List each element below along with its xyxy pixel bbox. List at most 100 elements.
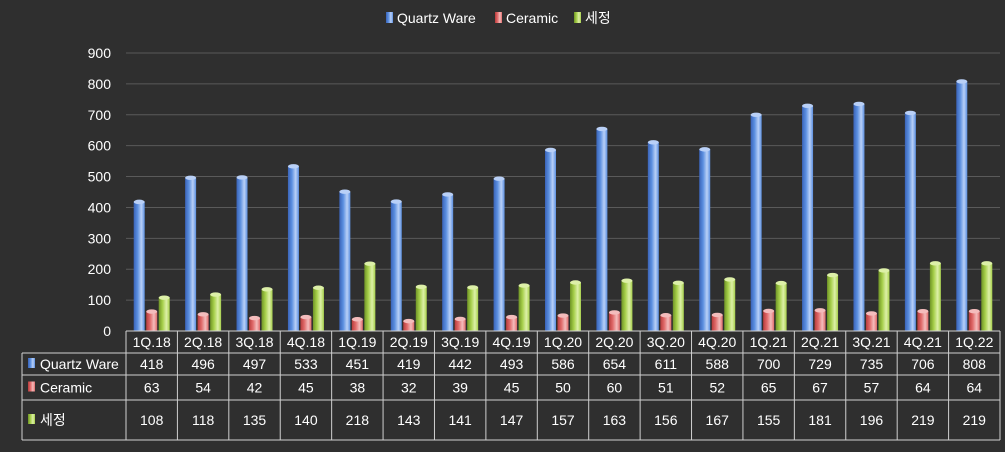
x-tick-label: 3Q.19 <box>441 334 479 350</box>
x-tick-label: 2Q.20 <box>595 334 633 350</box>
bar-ceramic <box>814 308 826 331</box>
table-cell-value: 181 <box>808 412 832 428</box>
table-cell-value: 496 <box>191 356 215 372</box>
bar-ceramic <box>557 313 569 331</box>
bar-series-3 <box>158 295 170 331</box>
table-cell-value: 163 <box>603 412 627 428</box>
bar-ceramic <box>917 309 929 331</box>
bar-quartz-ware <box>904 110 916 332</box>
bar-series-3 <box>312 285 324 331</box>
table-cell-value: 218 <box>346 412 370 428</box>
table-cell-value: 54 <box>195 380 211 396</box>
table-cell-value: 167 <box>706 412 730 428</box>
bar-quartz-ware <box>236 175 248 331</box>
legend-label: Ceramic <box>506 10 558 26</box>
table-cell-value: 39 <box>452 380 468 396</box>
table-cell-value: 67 <box>812 380 828 396</box>
y-tick-label: 200 <box>88 261 112 277</box>
bars <box>133 79 993 332</box>
table-cell-value: 63 <box>144 380 160 396</box>
bar-series-3 <box>364 261 376 331</box>
table-cell-value: 729 <box>808 356 832 372</box>
bar-quartz-ware <box>699 147 711 331</box>
x-tick-label: 2Q.18 <box>184 334 222 350</box>
y-tick-label: 400 <box>88 199 112 215</box>
x-tick-label: 4Q.21 <box>904 334 942 350</box>
table-series-label: 세정 <box>40 412 66 428</box>
table-cell-value: 219 <box>963 412 987 428</box>
table-cell-value: 64 <box>915 380 931 396</box>
bar-quartz-ware <box>596 126 608 331</box>
table-cell-value: 50 <box>555 380 571 396</box>
table-cell-value: 45 <box>504 380 520 396</box>
table-cell-value: 52 <box>709 380 725 396</box>
bar-series-3 <box>467 285 479 331</box>
bar-series-3 <box>827 272 839 331</box>
table-cell-value: 533 <box>294 356 318 372</box>
legend-label: Quartz Ware <box>397 10 476 26</box>
table-cell-value: 135 <box>243 412 267 428</box>
bar-quartz-ware <box>390 199 402 331</box>
bar-series-3 <box>621 278 633 331</box>
y-tick-label: 600 <box>88 138 112 154</box>
table-cell-value: 451 <box>346 356 370 372</box>
legend-label: 세정 <box>585 10 611 26</box>
y-tick-label: 500 <box>88 169 112 185</box>
table-series-label: Quartz Ware <box>40 356 119 372</box>
x-tick-label: 4Q.19 <box>493 334 531 350</box>
table-cell-value: 654 <box>603 356 627 372</box>
data-table: 1Q.18 2Q.18 3Q.18 4Q.18 1Q.19 2Q.19 3Q.19 4Q.19… <box>21 330 1001 441</box>
table-cell-value: 141 <box>448 412 472 428</box>
legend-item-quartz-ware: Quartz Ware <box>386 10 476 26</box>
table-cell-value: 60 <box>607 380 623 396</box>
table-cell-value: 51 <box>658 380 674 396</box>
x-tick-label: 1Q.22 <box>955 334 993 350</box>
table-cell-value: 706 <box>911 356 935 372</box>
table-cell-value: 65 <box>761 380 777 396</box>
bar-series-3 <box>415 284 427 331</box>
bar-series-3 <box>672 280 684 331</box>
legend-swatch <box>574 12 581 23</box>
table-cell-value: 118 <box>192 412 215 428</box>
x-tick-label: 2Q.21 <box>801 334 839 350</box>
table-cell-value: 611 <box>655 356 678 372</box>
x-tick-label: 2Q.19 <box>390 334 428 350</box>
table-cell-value: 497 <box>243 356 267 372</box>
bar-quartz-ware <box>545 147 556 331</box>
table-cell-value: 418 <box>140 356 164 372</box>
table-cell-value: 219 <box>911 412 935 428</box>
bar-quartz-ware <box>647 140 659 331</box>
legend-swatch <box>495 12 502 23</box>
x-tick-label: 4Q.18 <box>287 334 325 350</box>
bar-ceramic <box>968 309 980 331</box>
table-cell-value: 586 <box>551 356 575 372</box>
y-tick-label: 0 <box>103 323 111 339</box>
y-tick-label: 300 <box>88 230 112 246</box>
bar-quartz-ware <box>802 103 814 331</box>
table-cell-value: 38 <box>350 380 366 396</box>
table-cell-value: 32 <box>401 380 417 396</box>
bar-series-3 <box>929 261 941 331</box>
bar-ceramic <box>146 309 158 331</box>
table-legend-key <box>28 414 35 424</box>
y-tick-label: 700 <box>88 107 112 123</box>
table-cell-value: 808 <box>963 356 987 372</box>
bar-ceramic <box>300 314 312 331</box>
legend: Quartz Ware Ceramic 세정 <box>386 10 611 26</box>
table-cell-value: 196 <box>860 412 884 428</box>
bar-quartz-ware <box>853 101 865 331</box>
x-tick-label: 1Q.21 <box>750 334 788 350</box>
table-legend-key <box>28 358 35 368</box>
y-axis-tick-labels: 0 100 200 300 400 500 600 700 800 900 <box>88 45 112 339</box>
x-tick-label: 1Q.20 <box>544 334 582 350</box>
table-legend-key <box>28 381 35 392</box>
table-cell-value: 64 <box>967 380 983 396</box>
bar-quartz-ware <box>339 189 351 331</box>
table-cell-value: 419 <box>397 356 421 372</box>
bar-ceramic <box>506 314 518 331</box>
table-cell-value: 155 <box>757 412 781 428</box>
x-tick-label: 3Q.21 <box>852 334 890 350</box>
bar-ceramic <box>249 315 261 331</box>
bar-ceramic <box>711 312 723 331</box>
